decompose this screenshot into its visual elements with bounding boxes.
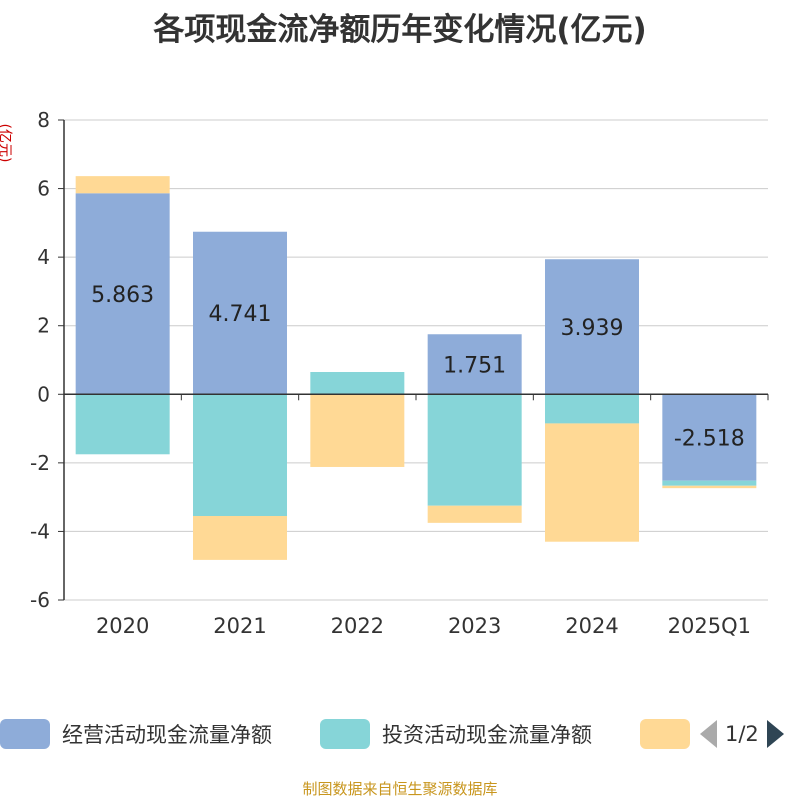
y-tick-label: -6 xyxy=(30,588,50,612)
x-tick-label: 2020 xyxy=(96,614,149,638)
y-tick-label: 8 xyxy=(37,108,50,132)
bar-2022-series-1[interactable] xyxy=(310,372,405,395)
bar-2020-series-0[interactable] xyxy=(75,193,170,395)
legend-swatch-operating xyxy=(0,719,50,749)
bar-2020-series-1[interactable] xyxy=(75,394,170,455)
legend-item-operating[interactable]: 经营活动现金流量净额 xyxy=(0,716,272,752)
bar-2024-series-2[interactable] xyxy=(545,423,639,542)
bars xyxy=(75,176,757,560)
y-tick-label: 6 xyxy=(37,177,50,201)
x-tick-label: 2023 xyxy=(448,614,501,638)
legend-label-operating: 经营活动现金流量净额 xyxy=(62,723,272,747)
bar-2025Q1-series-2[interactable] xyxy=(662,485,757,489)
bar-2025Q1-series-1[interactable] xyxy=(662,480,757,486)
chart-title: 各项现金流净额历年变化情况(亿元) xyxy=(153,12,647,48)
labels: -6 -4 -2 0 2 4 6 8 5.863 2020 4.741 2021 2022 1.751 20… xyxy=(30,108,751,638)
x-tick-label: 2024 xyxy=(565,614,618,638)
y-tick-label: 2 xyxy=(37,314,50,338)
bar-2021-series-1[interactable] xyxy=(193,394,287,516)
bar-2023-series-1[interactable] xyxy=(427,394,522,506)
data-label: 4.741 xyxy=(209,302,272,327)
x-tick-label: 2021 xyxy=(213,614,266,638)
pager-prev-icon[interactable] xyxy=(700,720,717,748)
bar-2022-series-2[interactable] xyxy=(310,394,405,467)
y-tick-label: 4 xyxy=(37,245,50,269)
pager-next-icon[interactable] xyxy=(766,720,784,748)
grid-lines xyxy=(64,119,768,601)
data-label: -2.518 xyxy=(674,426,745,451)
legend-swatch-investing xyxy=(320,719,370,749)
legend-item-investing[interactable]: 投资活动现金流量净额 xyxy=(320,716,592,752)
bar-2021-series-0[interactable] xyxy=(193,231,287,395)
bar-2021-series-2[interactable] xyxy=(193,516,287,560)
x-tick-label: 2025Q1 xyxy=(668,614,751,638)
bar-2024-series-0[interactable] xyxy=(545,259,639,395)
bar-2023-series-0[interactable] xyxy=(427,334,522,395)
legend: 经营活动现金流量净额 投资活动现金流量净额 xyxy=(0,716,800,756)
x-tick-label: 2022 xyxy=(331,614,384,638)
bar-2025Q1-series-0[interactable] xyxy=(662,394,757,481)
data-label: 1.751 xyxy=(443,353,506,378)
y-tick-label: -2 xyxy=(30,451,50,475)
data-label: 5.863 xyxy=(91,283,154,308)
pager-page-text: 1/2 xyxy=(725,722,759,746)
legend-label-investing: 投资活动现金流量净额 xyxy=(382,723,592,747)
bar-2023-series-2[interactable] xyxy=(427,505,522,523)
bar-2020-series-2[interactable] xyxy=(75,176,170,194)
data-label: 3.939 xyxy=(561,316,624,341)
bar-2024-series-1[interactable] xyxy=(545,394,639,424)
legend-pager: 1/2 xyxy=(700,716,784,752)
axes xyxy=(58,119,769,601)
legend-item-financing[interactable] xyxy=(640,716,702,752)
y-tick-label: 0 xyxy=(37,382,50,406)
source-note: 制图数据来自恒生聚源数据库 xyxy=(302,780,498,798)
legend-swatch-financing xyxy=(640,719,690,749)
y-tick-label: -4 xyxy=(30,519,50,543)
